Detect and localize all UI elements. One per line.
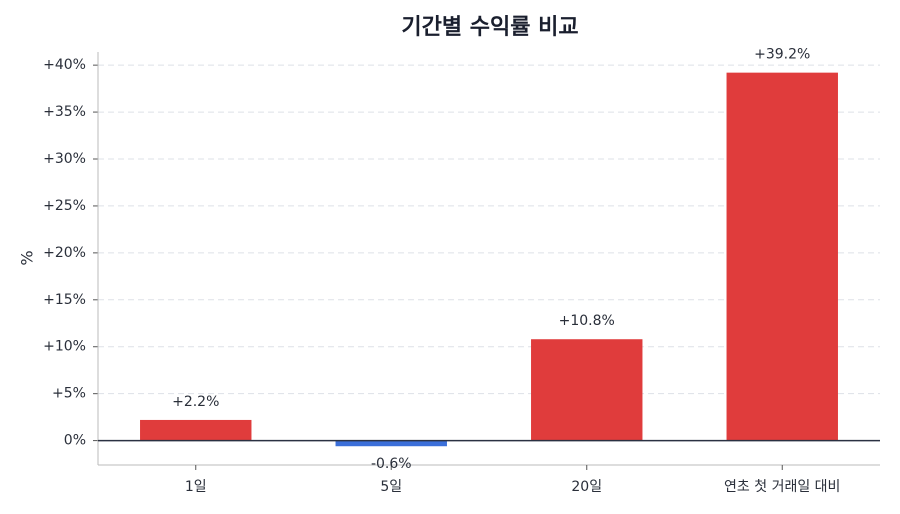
y-tick-label: +40% bbox=[43, 57, 86, 73]
value-label: +2.2% bbox=[172, 394, 219, 410]
bar bbox=[726, 72, 838, 441]
y-tick-label: 0% bbox=[64, 433, 86, 449]
y-tick-label: +10% bbox=[43, 339, 86, 355]
x-tick-label: 5일 bbox=[380, 479, 402, 495]
y-tick-label: +5% bbox=[52, 386, 86, 402]
bar bbox=[140, 419, 252, 441]
x-tick-label: 1일 bbox=[185, 479, 207, 495]
x-tick-label: 20일 bbox=[571, 479, 602, 495]
y-tick-label: +35% bbox=[43, 104, 86, 120]
value-label: +39.2% bbox=[754, 47, 810, 63]
bar bbox=[531, 339, 643, 441]
y-axis-label: % bbox=[18, 250, 37, 265]
chart-title: 기간별 수익률 비교 bbox=[401, 15, 578, 40]
y-tick-label: +25% bbox=[43, 198, 86, 214]
value-label: -0.6% bbox=[371, 456, 412, 472]
y-tick-label: +15% bbox=[43, 292, 86, 308]
value-label: +10.8% bbox=[559, 313, 615, 329]
bar bbox=[335, 440, 447, 447]
x-tick-label: 연초 첫 거래일 대비 bbox=[724, 479, 840, 495]
y-tick-label: +20% bbox=[43, 245, 86, 261]
y-tick-label: +30% bbox=[43, 151, 86, 167]
